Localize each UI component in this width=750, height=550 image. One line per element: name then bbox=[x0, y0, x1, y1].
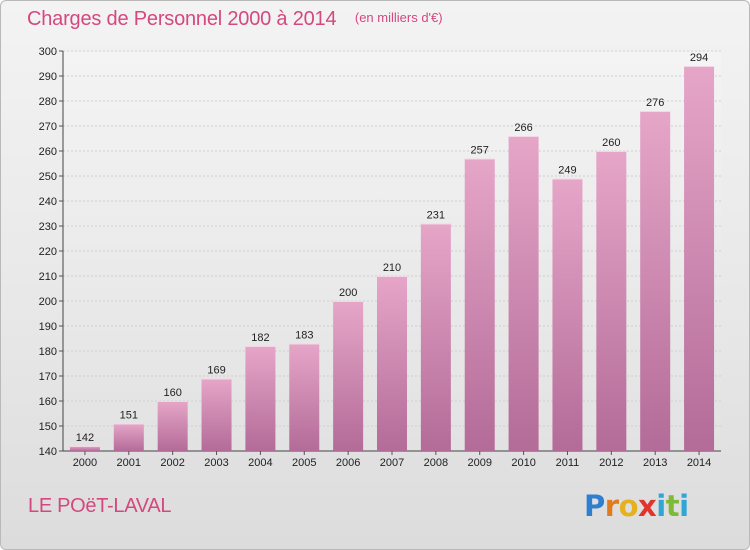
logo-letter: t bbox=[665, 489, 680, 523]
logo-letter: P bbox=[584, 489, 605, 523]
x-tick-label: 2005 bbox=[292, 457, 316, 469]
x-tick-label: 2001 bbox=[117, 457, 141, 469]
value-label: 200 bbox=[339, 287, 357, 299]
bar bbox=[201, 378, 232, 451]
x-tick-label: 2006 bbox=[336, 457, 360, 469]
value-label: 257 bbox=[471, 145, 489, 157]
x-tick-label: 2012 bbox=[599, 457, 623, 469]
value-label: 294 bbox=[690, 52, 708, 64]
x-tick-label: 2000 bbox=[73, 457, 97, 469]
value-label: 182 bbox=[251, 332, 269, 344]
bar bbox=[552, 178, 583, 451]
y-tick-label: 290 bbox=[39, 71, 57, 83]
x-tick-label: 2008 bbox=[424, 457, 448, 469]
x-tick-label: 2011 bbox=[556, 457, 580, 469]
y-tick-label: 160 bbox=[39, 396, 57, 408]
bar bbox=[245, 346, 276, 451]
x-tick-label: 2013 bbox=[643, 457, 667, 469]
y-tick-label: 220 bbox=[39, 246, 57, 258]
y-tick-label: 170 bbox=[39, 371, 57, 383]
bar bbox=[377, 276, 407, 451]
value-label: 249 bbox=[558, 165, 576, 177]
logo-letter: i bbox=[679, 489, 689, 523]
bar bbox=[684, 66, 715, 451]
bar bbox=[508, 136, 539, 451]
chart-subtitle: (en milliers d'€) bbox=[354, 10, 443, 25]
y-tick-label: 230 bbox=[39, 221, 57, 233]
y-tick-label: 240 bbox=[39, 196, 57, 208]
x-tick-label: 2003 bbox=[204, 457, 228, 469]
logo-letter: x bbox=[638, 489, 657, 523]
y-tick-label: 300 bbox=[39, 46, 57, 58]
logo-letter: i bbox=[656, 489, 666, 523]
x-tick-label: 2004 bbox=[248, 457, 272, 469]
proxiti-logo: Proxiti bbox=[584, 489, 689, 523]
bar bbox=[464, 158, 495, 451]
y-tick-label: 260 bbox=[39, 146, 57, 158]
value-label: 142 bbox=[76, 432, 94, 444]
value-label: 276 bbox=[646, 97, 664, 109]
plot-area: 140 150 160 170 180 190 200 210 220 230 240 250 260 2… bbox=[39, 46, 721, 469]
x-tick-label: 2014 bbox=[687, 457, 711, 469]
value-label: 183 bbox=[295, 330, 313, 342]
logo-letter: o bbox=[618, 489, 639, 523]
value-label: 260 bbox=[602, 137, 620, 149]
x-tick-label: 2002 bbox=[160, 457, 184, 469]
bar bbox=[289, 343, 320, 451]
bar bbox=[420, 223, 451, 451]
y-tick-label: 150 bbox=[39, 421, 57, 433]
bar bbox=[113, 423, 144, 451]
chart-title: Charges de Personnel 2000 à 2014 bbox=[27, 8, 337, 30]
title-row: Charges de Personnel 2000 à 2014 (en mil… bbox=[27, 8, 443, 31]
x-tick-label: 2007 bbox=[380, 457, 404, 469]
bar bbox=[157, 401, 188, 451]
y-tick-label: 190 bbox=[39, 321, 57, 333]
value-label: 210 bbox=[383, 262, 401, 274]
bar bbox=[640, 111, 671, 451]
bar bbox=[333, 301, 364, 451]
y-tick-label: 140 bbox=[39, 446, 57, 458]
bar bbox=[596, 151, 627, 451]
value-label: 169 bbox=[207, 365, 225, 377]
logo-letter: r bbox=[604, 489, 619, 523]
value-label: 231 bbox=[427, 210, 445, 222]
y-tick-label: 200 bbox=[39, 296, 57, 308]
commune-name: LE POëT-LAVAL bbox=[28, 495, 172, 517]
bar bbox=[69, 446, 100, 451]
y-tick-label: 270 bbox=[39, 121, 57, 133]
value-label: 266 bbox=[514, 122, 532, 134]
x-tick-label: 2010 bbox=[511, 457, 535, 469]
x-tick-label: 2009 bbox=[467, 457, 491, 469]
y-tick-label: 210 bbox=[39, 271, 57, 283]
y-tick-label: 250 bbox=[39, 171, 57, 183]
value-label: 151 bbox=[120, 410, 138, 422]
y-tick-label: 280 bbox=[39, 96, 57, 108]
value-label: 160 bbox=[163, 387, 181, 399]
y-tick-label: 180 bbox=[39, 346, 57, 358]
